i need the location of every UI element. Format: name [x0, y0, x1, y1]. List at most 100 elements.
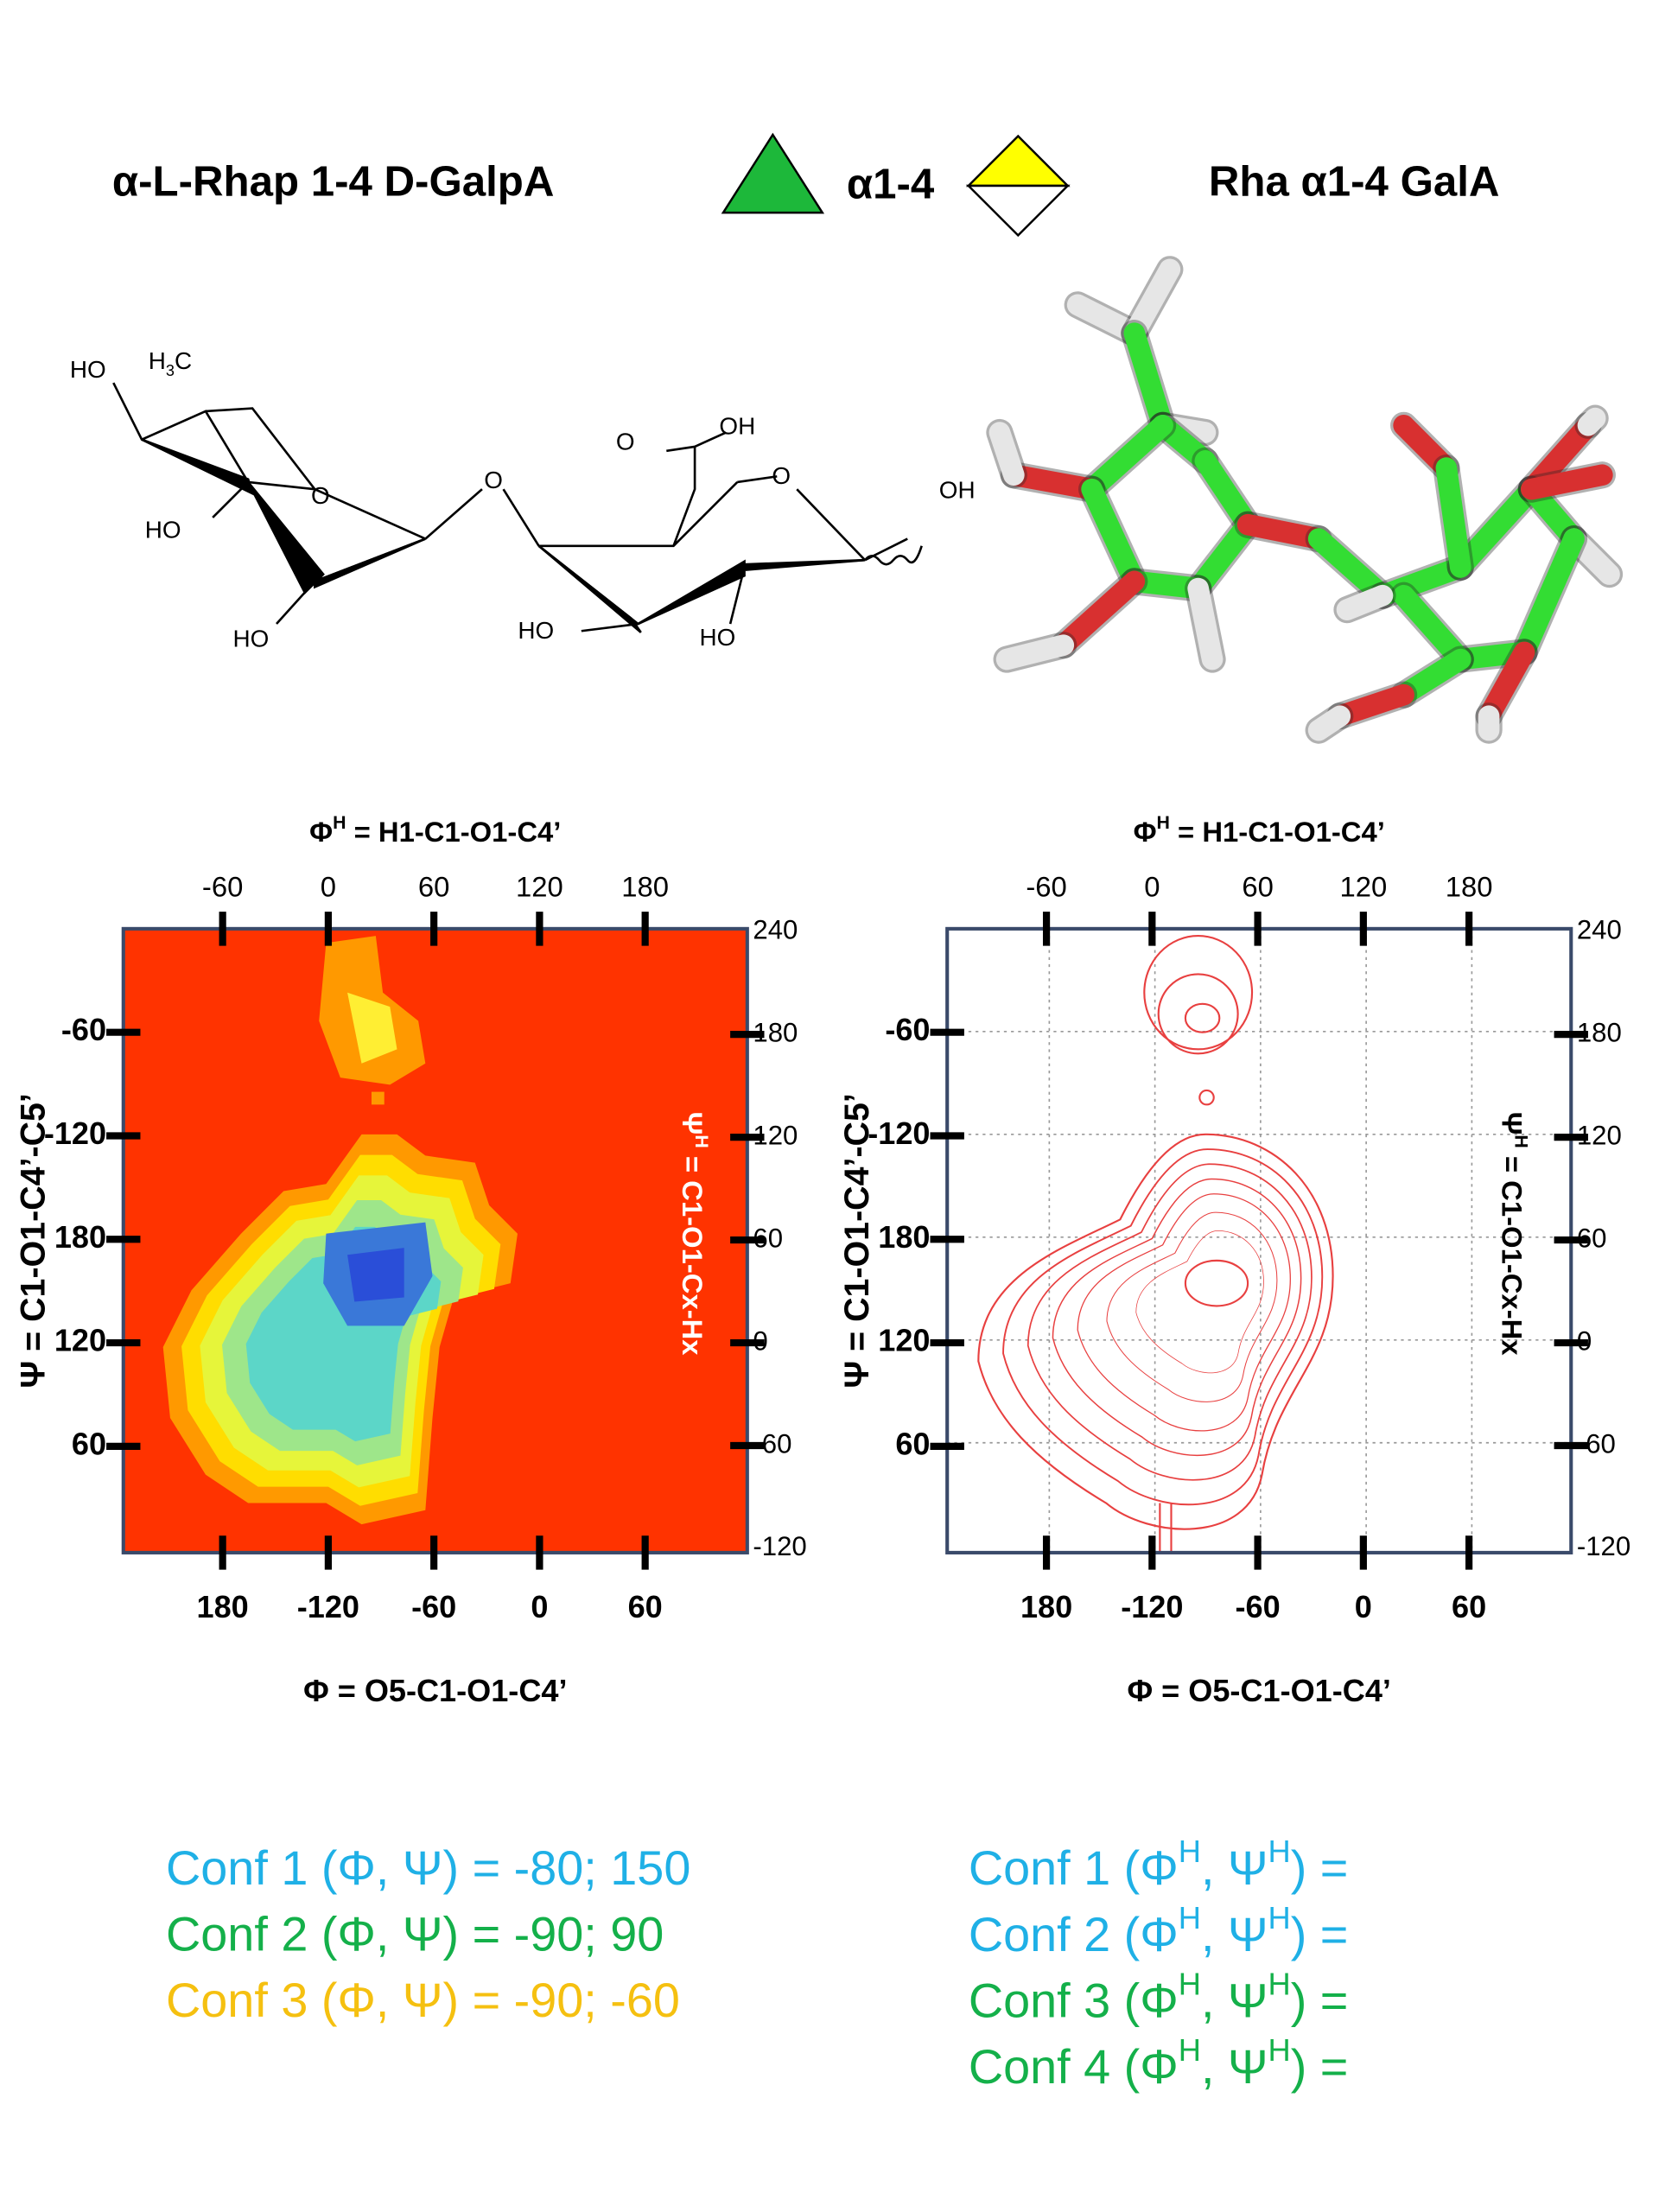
left-tick-label: 60	[895, 1426, 930, 1461]
bond	[1123, 322, 1173, 436]
bond	[1329, 683, 1414, 728]
contour-line	[1052, 1178, 1302, 1457]
conformation-right-part: , Ψ	[1201, 1907, 1268, 1961]
contour-line	[1135, 1230, 1264, 1374]
bond	[1307, 705, 1351, 741]
atom-label: OH	[939, 477, 976, 504]
right-tick-label: 120	[753, 1120, 798, 1150]
atom-label: O	[616, 429, 635, 455]
bottom-tick-label: 180	[197, 1589, 249, 1624]
bond	[988, 422, 1025, 486]
linkage-label: α1-4	[847, 161, 935, 208]
right-tick-label: -60	[1577, 1428, 1616, 1459]
right-tick-label: -120	[1577, 1531, 1630, 1561]
top-axis-title-part: = H1-C1-O1-C4’	[346, 816, 562, 848]
contour-line	[1198, 1089, 1215, 1106]
bottom-tick-label: 0	[531, 1589, 548, 1624]
plot-panel: -60 0 60 120 180 180 -120 -60 0 60 -60 -120 180 120 60…	[14, 812, 806, 1708]
atom-label: HO	[233, 626, 270, 652]
right-tick-label: 180	[1577, 1017, 1622, 1047]
atom-label-part: O	[772, 462, 791, 489]
bond	[1577, 407, 1606, 436]
atom-label: O	[484, 467, 503, 493]
atom-label-part: 3	[166, 362, 175, 379]
atom-label-part: HO	[518, 617, 554, 644]
conformation-left: Conf 3 (Φ, Ψ) = -90; -60	[166, 1973, 680, 2027]
atom-label: HO	[70, 356, 106, 383]
right-axis-title: ΨH = C1-O1-Cx-Hx	[1497, 1112, 1532, 1357]
right-axis-title-part: H	[692, 1135, 713, 1147]
contour-line	[1143, 935, 1254, 1051]
atom-label-part: H	[149, 347, 166, 374]
right-tick-label: 0	[753, 1325, 767, 1356]
atom-label-part: O	[616, 429, 635, 455]
atom-label: OH	[719, 413, 755, 440]
conformation-right: Conf 2 (ΦH, ΨH) =	[969, 1900, 1349, 1961]
left-axis-title: Ψ = C1-O1-C4’-C5’	[14, 1093, 52, 1388]
right-tick-label: 60	[1577, 1223, 1607, 1253]
conformation-right-part: H	[1179, 1900, 1201, 1936]
heatmap-peak	[347, 1248, 404, 1302]
left-tick-label: -60	[885, 1012, 930, 1047]
conformation-right-part: H	[1179, 1967, 1201, 2002]
bond	[1052, 570, 1146, 656]
bottom-axis-title: Φ = O5-C1-O1-C4’	[303, 1673, 567, 1708]
conformation-right-part: ) =	[1291, 1973, 1349, 2027]
top-axis-title-part: H	[333, 812, 346, 833]
conformation-right-part: H	[1268, 1900, 1291, 1936]
bond	[1123, 258, 1181, 344]
atom-label: HO	[699, 624, 735, 651]
right-tick-label: 180	[753, 1017, 798, 1047]
top-axis-title-part: Φ	[309, 816, 333, 848]
bottom-tick-label: -60	[411, 1589, 456, 1624]
bottom-tick-label: -120	[297, 1589, 359, 1624]
plot-panel: -60 0 60 120 180 180 -120 -60 0 60 -60 -120 180 120 60…	[838, 812, 1630, 1708]
top-axis-title-part: Φ	[1134, 816, 1157, 848]
atom-label-part: O	[311, 482, 330, 509]
contour-line	[1159, 1503, 1173, 1553]
right-axis-title-part: Ψ	[1497, 1112, 1529, 1135]
bottom-tick-label: 0	[1355, 1589, 1372, 1624]
conformation-right-part: , Ψ	[1201, 1973, 1268, 2027]
plots: -60 0 60 120 180 180 -120 -60 0 60 -60 -120 180 120 60…	[14, 812, 1630, 1708]
right-axis-title-part: H	[1511, 1135, 1532, 1147]
left-tick-label: 120	[878, 1323, 930, 1358]
left-tick-label: -120	[868, 1116, 930, 1151]
right-axis-title-part: Ψ	[677, 1112, 709, 1135]
left-title: α-L-Rhap 1-4 D-GalpA	[112, 157, 555, 205]
right-tick-label: 60	[753, 1223, 783, 1253]
conformation-right: Conf 3 (ΦH, ΨH) =	[969, 1967, 1349, 2028]
bond	[1081, 414, 1173, 500]
left-tick-label: 120	[54, 1323, 106, 1358]
conformations: Conf 1 (Φ, Ψ) = -80; 150 Conf 2 (Φ, Ψ) = …	[166, 1834, 1348, 2094]
right-axis-title-part: = C1-O1-Cx-Hx	[677, 1148, 709, 1357]
galacturonic-symbol-top	[965, 134, 1071, 188]
top-axis-title: ΦH = H1-C1-O1-C4’	[1134, 812, 1385, 848]
stick-model	[986, 256, 1624, 744]
atom-label: H3C	[149, 347, 192, 378]
bond	[1449, 478, 1542, 578]
conformation-right-part: Conf 2 (Φ	[969, 1907, 1179, 1961]
bottom-axis-title: Φ = O5-C1-O1-C4’	[1128, 1673, 1391, 1708]
atom-label: HO	[518, 617, 554, 644]
bond	[1187, 577, 1224, 671]
conformation-right-part: ) =	[1291, 1907, 1349, 1961]
conformation-left: Conf 2 (Φ, Ψ) = -90; 90	[166, 1907, 664, 1961]
atom-label-part: OH	[719, 413, 755, 440]
conformation-right-part: H	[1179, 1834, 1201, 1869]
right-axis-title-part: = C1-O1-Cx-Hx	[1497, 1148, 1529, 1357]
atom-label: HO	[145, 517, 181, 543]
bond	[1307, 528, 1394, 607]
top-tick-label: 180	[1446, 871, 1493, 903]
bond	[995, 634, 1075, 671]
conformation-right: Conf 1 (ΦH, ΨH) =	[969, 1834, 1349, 1895]
conformation-right-part: ) =	[1291, 2039, 1349, 2094]
conformation-left: Conf 1 (Φ, Ψ) = -80; 150	[166, 1840, 690, 1895]
atom-label-part: HO	[699, 624, 735, 651]
bond	[1478, 641, 1535, 728]
atom-label-part: HO	[233, 626, 270, 652]
top-axis-title-part: = H1-C1-O1-C4’	[1170, 816, 1385, 848]
atom-label: O	[772, 462, 791, 489]
